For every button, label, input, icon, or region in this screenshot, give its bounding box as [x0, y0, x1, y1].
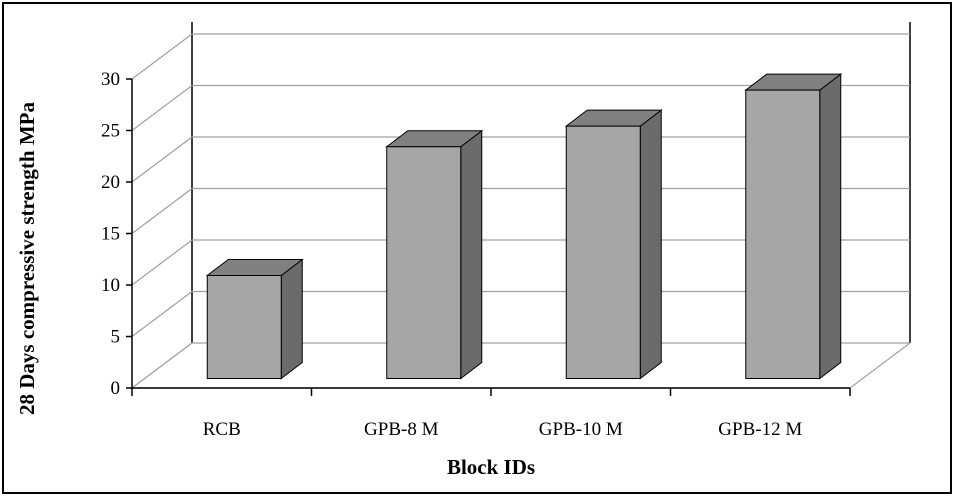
bar-side-face — [819, 73, 842, 380]
y-tick-label: 25 — [101, 121, 120, 142]
grid-layer — [130, 22, 912, 389]
x-category-labels: RCB GPB-8 M GPB-10 M GPB-12 M — [203, 419, 803, 440]
bar-front-face — [206, 275, 282, 379]
bar-front-face — [745, 89, 821, 379]
bar-front-face — [386, 146, 462, 379]
y-tick-label: 30 — [101, 69, 120, 90]
bar-gpb-10-m — [564, 109, 663, 380]
y-tick-labels: 0 5 10 15 20 25 30 — [101, 69, 120, 399]
y-axis-title: 28 Days compressive strength MPa — [15, 101, 39, 415]
y-tick-label: 5 — [111, 327, 121, 348]
x-axis-title: Block IDs — [447, 455, 535, 479]
gridline-side — [131, 291, 193, 337]
chart-frame: 0 5 10 15 20 25 30 RCB GPB-8 M GPB-10 M GPB-12 M … — [2, 2, 952, 494]
gridline-side — [131, 239, 193, 286]
y-tick-label: 15 — [101, 224, 120, 245]
y-tick-label: 20 — [101, 172, 120, 193]
bar-front-face — [565, 125, 641, 380]
gridline-side — [131, 33, 193, 80]
bar-side-face — [639, 109, 662, 380]
bar-gpb-12-m — [744, 73, 843, 380]
bar-side-face — [460, 129, 483, 380]
x-category-label: GPB-8 M — [364, 419, 439, 440]
gridline-side — [131, 136, 193, 183]
axis-layer — [126, 78, 851, 396]
x-category-label: GPB-12 M — [718, 419, 802, 440]
bar-rcb — [205, 258, 304, 380]
bar-side-face — [280, 258, 303, 380]
y-tick-label: 0 — [111, 378, 121, 399]
bars-layer — [205, 73, 843, 380]
gridline-side — [131, 85, 193, 131]
y-tick-label: 10 — [101, 275, 120, 296]
bar-gpb-8-m — [385, 129, 484, 380]
x-category-label: RCB — [203, 419, 241, 440]
gridline-side — [131, 188, 193, 234]
x-category-label: GPB-10 M — [539, 419, 623, 440]
